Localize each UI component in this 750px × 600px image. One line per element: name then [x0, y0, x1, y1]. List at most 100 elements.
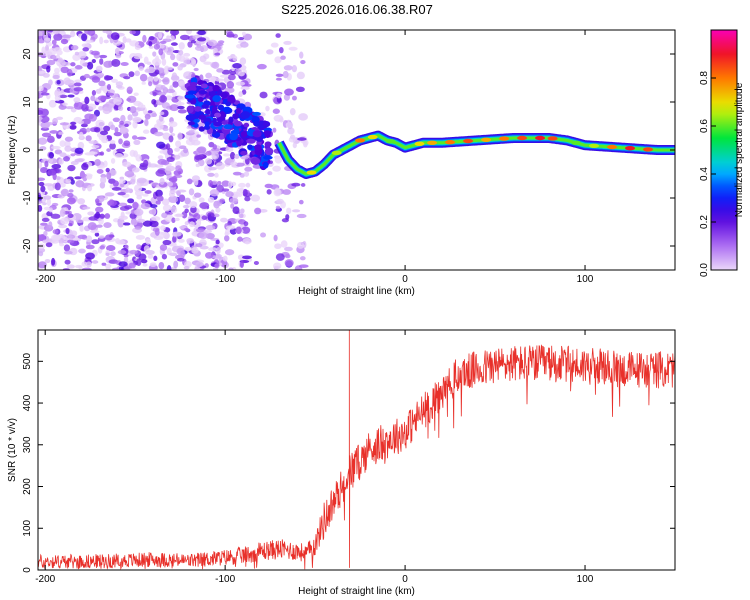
noise-blob: [300, 60, 306, 65]
noise-blob: [73, 101, 84, 110]
noise-blob: [110, 124, 116, 131]
noise-blob: [59, 152, 67, 158]
noise-blob: [229, 71, 237, 76]
noise-blob: [145, 238, 151, 245]
noise-blob: [123, 140, 131, 147]
noise-blob: [119, 126, 127, 134]
noise-blob: [238, 213, 244, 219]
noise-blob: [170, 206, 178, 214]
noise-blob: [125, 187, 131, 193]
noise-blob: [199, 55, 207, 63]
noise-blob: [85, 174, 93, 180]
noise-blob: [219, 74, 229, 78]
noise-blob: [189, 201, 198, 208]
noise-blob: [159, 40, 167, 44]
noise-blob: [283, 65, 293, 71]
figure-title: S225.2026.016.06.38.R07: [281, 2, 433, 17]
y-tick-label: 100: [22, 519, 33, 536]
band-blob: [198, 114, 207, 121]
x-tick-label: -200: [35, 574, 55, 585]
noise-blob: [160, 109, 169, 118]
noise-blob: [77, 198, 86, 205]
noise-blob: [56, 80, 61, 85]
noise-blob: [94, 232, 100, 237]
noise-blob: [78, 248, 86, 254]
noise-blob: [52, 229, 59, 235]
noise-blob: [217, 180, 222, 186]
noise-blob: [291, 182, 301, 187]
noise-blob: [95, 206, 104, 213]
noise-blob: [120, 182, 125, 188]
noise-blob: [177, 109, 187, 114]
noise-blob: [38, 194, 42, 203]
noise-blob: [291, 209, 301, 213]
noise-blob: [82, 62, 88, 67]
noise-blob: [274, 155, 283, 164]
noise-blob: [284, 88, 294, 96]
ridge-hotspot: [355, 138, 366, 143]
noise-blob: [83, 73, 90, 79]
noise-blob: [124, 170, 135, 178]
noise-blob: [119, 120, 125, 125]
noise-blob: [91, 50, 100, 56]
noise-blob: [298, 199, 304, 205]
noise-blob: [242, 83, 252, 87]
noise-blob: [149, 204, 158, 209]
noise-blob: [74, 147, 84, 154]
noise-blob: [203, 61, 213, 65]
noise-blob: [172, 81, 179, 88]
ridge-hotspot: [571, 140, 582, 145]
band-blob: [213, 121, 223, 127]
noise-blob: [70, 45, 79, 51]
noise-blob: [82, 47, 89, 52]
noise-blob: [104, 263, 112, 269]
noise-blob: [97, 95, 108, 101]
noise-blob: [111, 59, 121, 67]
noise-blob: [116, 148, 126, 153]
noise-blob: [96, 224, 103, 228]
colorbar-frame: [710, 29, 738, 271]
noise-blob: [133, 55, 143, 60]
noise-blob: [267, 171, 273, 176]
noise-blob: [183, 52, 191, 57]
noise-blob: [90, 230, 100, 234]
noise-blob: [120, 62, 129, 67]
noise-blob: [175, 140, 182, 148]
noise-blob: [288, 46, 298, 51]
noise-blob: [171, 72, 178, 80]
noise-blob: [273, 234, 278, 242]
noise-blob: [259, 91, 268, 99]
noise-blob: [272, 108, 280, 114]
noise-blob: [106, 171, 112, 180]
noise-blob: [46, 65, 51, 73]
noise-blob: [44, 122, 54, 126]
noise-blob: [272, 127, 277, 133]
noise-blob: [177, 80, 186, 87]
noise-blob: [159, 244, 168, 251]
ridge-hotspot: [499, 136, 510, 141]
noise-blob: [205, 232, 215, 240]
noise-blob: [38, 251, 44, 257]
noise-blob: [68, 222, 73, 227]
band-blob: [233, 120, 243, 127]
noise-blob: [152, 51, 157, 57]
noise-blob: [38, 119, 42, 123]
noise-blob: [166, 181, 174, 187]
noise-blob: [162, 132, 171, 140]
band-blob: [240, 130, 248, 138]
noise-blob: [125, 211, 132, 215]
noise-blob: [122, 161, 132, 168]
noise-blob: [59, 209, 66, 217]
noise-blob: [143, 159, 149, 168]
noise-blob: [112, 180, 119, 187]
noise-blob: [118, 215, 128, 221]
noise-blob: [188, 129, 195, 133]
noise-blob: [64, 136, 74, 142]
noise-blob: [136, 136, 147, 140]
noise-blob: [166, 156, 175, 163]
noise-blob: [283, 40, 292, 45]
noise-blob: [240, 86, 250, 91]
y-tick-label: -20: [22, 238, 33, 253]
noise-blob: [282, 70, 289, 79]
noise-blob: [159, 177, 165, 185]
